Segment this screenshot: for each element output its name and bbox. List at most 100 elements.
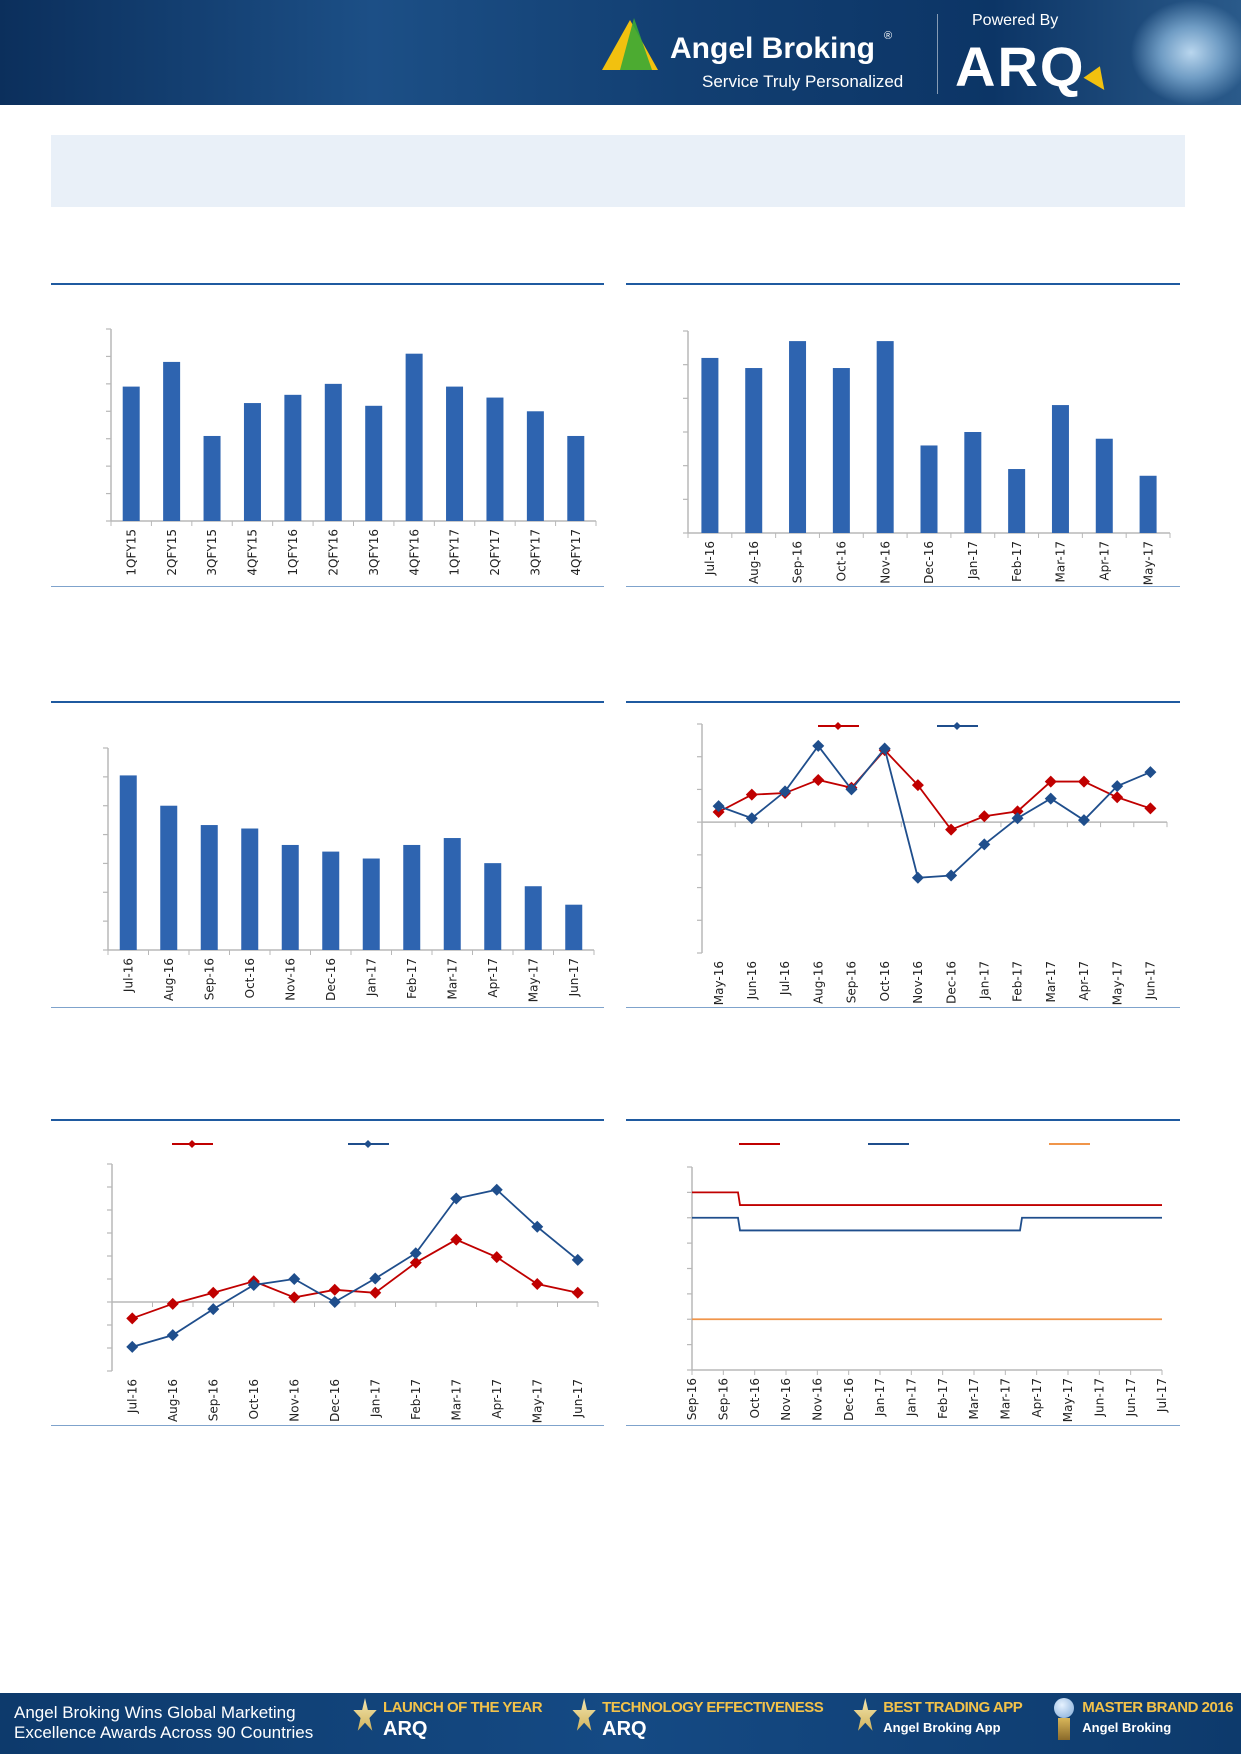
data-point xyxy=(812,773,825,786)
data-point xyxy=(1144,802,1157,815)
data-point xyxy=(571,1286,584,1299)
award-title: TECHNOLOGY EFFECTIVENESS xyxy=(602,1699,824,1716)
series-line-1 xyxy=(692,1191,1162,1206)
legend-marker xyxy=(834,722,842,730)
data-point xyxy=(945,869,958,882)
bar xyxy=(745,368,763,533)
x-tick-label: May-17 xyxy=(1141,541,1155,585)
data-point xyxy=(845,783,858,796)
data-point xyxy=(450,1192,463,1205)
bar xyxy=(163,361,181,521)
legend-marker xyxy=(364,1140,372,1148)
x-tick-label: Oct-16 xyxy=(243,958,257,998)
x-tick-label: Sep-16 xyxy=(845,961,859,1003)
data-point xyxy=(531,1278,544,1291)
data-point xyxy=(1077,775,1090,788)
data-point xyxy=(1077,814,1090,827)
chart-1: 1QFY15 2QFY15 3QFY15 4QFY15 1QFY16 2QFY16 3QFY… xyxy=(106,328,597,576)
data-point xyxy=(207,1286,220,1299)
x-tick-label: 4QFY16 xyxy=(407,529,421,576)
bar xyxy=(964,432,982,533)
bar xyxy=(567,435,585,521)
data-point xyxy=(1011,805,1024,818)
x-tick-label: 3QFY15 xyxy=(205,529,219,576)
registered-mark: ® xyxy=(884,30,893,42)
data-point xyxy=(409,1256,422,1269)
chart-4: May-16 Jun-16 Jul-16 Aug-16 Sep-16 Oct-16 Nov-… xyxy=(697,722,1168,1005)
x-tick-label: Jun-17 xyxy=(567,958,581,997)
x-tick-label: Dec-16 xyxy=(324,958,338,1001)
x-tick-label: Feb-17 xyxy=(936,1378,950,1419)
bar xyxy=(365,405,383,521)
bar xyxy=(281,844,299,950)
data-point xyxy=(531,1220,544,1233)
bar xyxy=(1051,405,1069,533)
award-subtitle: Angel Broking xyxy=(1082,1720,1172,1735)
x-tick-label: Jun-17 xyxy=(1093,1378,1107,1417)
chart-3: Jul-16 Aug-16 Sep-16 Oct-16 Nov-16 Dec-16 Jan-… xyxy=(103,747,595,1002)
bar xyxy=(526,411,544,521)
chart-6: Sep-16 Sep-16 Oct-16 Nov-16 Nov-16 Dec-16 Jan-… xyxy=(685,1143,1169,1422)
bar xyxy=(701,357,719,533)
award-subtitle: ARQ xyxy=(383,1718,428,1740)
awards-list: LAUNCH OF THE YEAR ARQ TECHNOLOGY EFFECT… xyxy=(352,1698,1233,1750)
series-line-2 xyxy=(718,744,1151,879)
x-tick-label: 2QFY17 xyxy=(488,529,502,576)
x-tick-label: Dec-16 xyxy=(944,961,958,1004)
x-tick-label: Mar-17 xyxy=(445,958,459,999)
x-tick-label: May-17 xyxy=(526,958,540,1002)
data-point xyxy=(166,1297,179,1310)
series-line-2 xyxy=(692,1216,1162,1232)
x-tick-label: May-16 xyxy=(712,961,726,1005)
data-point xyxy=(490,1183,503,1196)
x-tick-label: 4QFY17 xyxy=(569,529,583,576)
data-point xyxy=(247,1278,260,1291)
x-tick-label: Jan-17 xyxy=(368,1379,382,1418)
x-tick-label: Oct-16 xyxy=(878,961,892,1001)
bar xyxy=(484,863,502,950)
brand-tagline: Service Truly Personalized xyxy=(702,72,904,91)
data-point xyxy=(207,1303,220,1316)
data-point xyxy=(1011,812,1024,825)
x-tick-label: Oct-16 xyxy=(247,1379,261,1419)
x-tick-label: Dec-16 xyxy=(328,1379,342,1422)
x-tick-label: Jun-16 xyxy=(745,961,759,1000)
data-point xyxy=(745,788,758,801)
x-tick-label: Aug-16 xyxy=(162,958,176,1001)
chart-2: Jul-16 Aug-16 Sep-16 Oct-16 Nov-16 Dec-16 Jan-… xyxy=(683,330,1171,585)
data-point xyxy=(166,1329,179,1342)
section-banner xyxy=(51,135,1185,207)
x-tick-label: Jul-16 xyxy=(778,961,792,996)
awards-message-line2: Excellence Awards Across 90 Countries xyxy=(14,1723,314,1742)
data-point xyxy=(978,810,991,823)
trophy-star-icon xyxy=(572,1698,596,1731)
bar xyxy=(789,341,807,533)
bar xyxy=(876,341,894,533)
x-tick-label: Aug-16 xyxy=(811,961,825,1004)
x-tick-label: Apr-17 xyxy=(1097,541,1111,581)
brand-name: Angel Broking xyxy=(670,32,876,65)
x-tick-label: Feb-17 xyxy=(1010,541,1024,582)
x-tick-label: Jan-17 xyxy=(364,958,378,997)
x-tick-label: Jan-17 xyxy=(873,1378,887,1417)
bar xyxy=(200,825,218,950)
bar xyxy=(1139,475,1157,533)
bar xyxy=(122,386,140,521)
bar xyxy=(920,445,938,533)
x-tick-label: 1QFY15 xyxy=(124,529,138,576)
x-tick-label: Sep-16 xyxy=(202,958,216,1000)
data-point xyxy=(369,1272,382,1285)
x-tick-label: 2QFY15 xyxy=(165,529,179,576)
chart-panel-4 xyxy=(626,701,1180,1008)
bar xyxy=(832,368,850,533)
digital-face-graphic xyxy=(1130,0,1241,105)
bar xyxy=(565,904,583,950)
award-best-trading-app: BEST TRADING APP Angel Broking App xyxy=(852,1698,1023,1739)
data-point xyxy=(126,1340,139,1353)
trophy-star-icon xyxy=(353,1698,377,1731)
data-point xyxy=(409,1247,422,1260)
bar xyxy=(160,805,178,950)
x-tick-label: Jul-16 xyxy=(703,541,717,576)
chart-5: Jul-16 Aug-16 Sep-16 Oct-16 Nov-16 Dec-16 Jan-… xyxy=(107,1140,599,1423)
